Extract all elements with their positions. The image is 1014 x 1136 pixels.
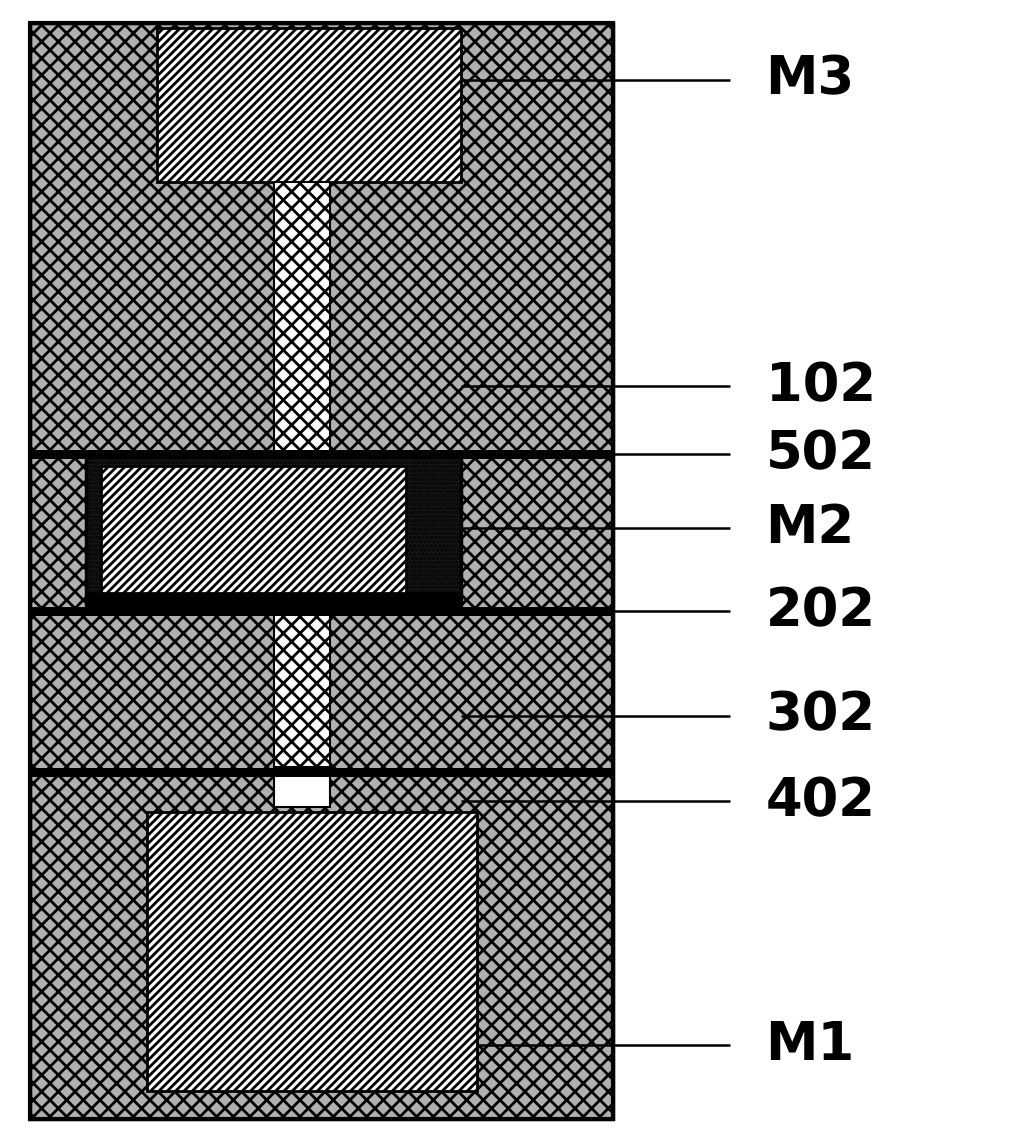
Bar <box>157 28 461 182</box>
Text: 302: 302 <box>766 690 876 742</box>
Bar <box>30 607 613 616</box>
Bar <box>274 767 330 807</box>
Text: M1: M1 <box>766 1019 855 1071</box>
Bar <box>101 466 406 593</box>
Bar <box>30 23 613 1119</box>
Bar <box>274 611 330 772</box>
Bar <box>147 812 477 1091</box>
Text: 502: 502 <box>766 428 875 481</box>
Text: M3: M3 <box>766 53 855 106</box>
Text: 102: 102 <box>766 360 876 412</box>
Bar <box>30 23 613 1119</box>
Bar <box>30 768 613 777</box>
Bar <box>86 593 461 611</box>
Text: 402: 402 <box>766 775 875 827</box>
Text: 202: 202 <box>766 585 876 637</box>
Text: M2: M2 <box>766 502 855 554</box>
Bar <box>86 454 461 604</box>
Bar <box>274 182 330 454</box>
Bar <box>30 450 613 459</box>
